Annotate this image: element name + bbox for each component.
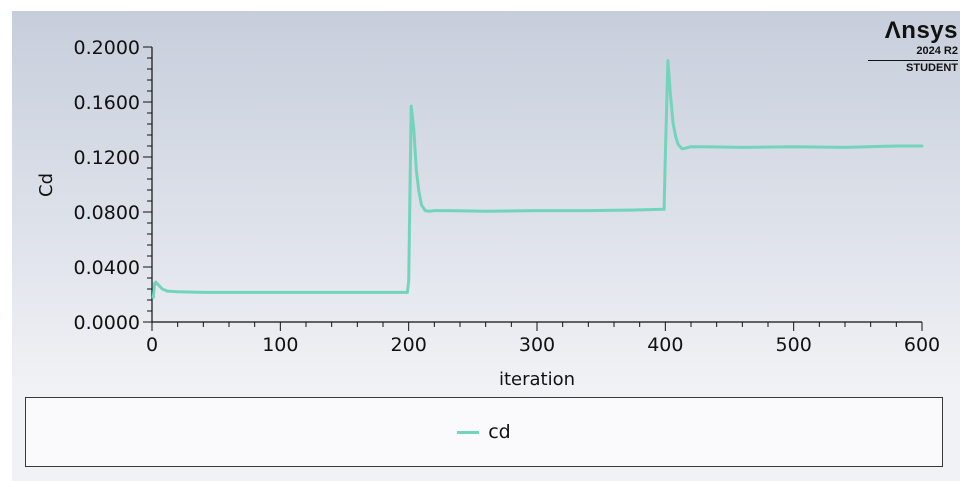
x-tick-label: 300: [519, 334, 555, 356]
logo-edition: STUDENT: [906, 62, 958, 74]
y-tick-label: 0.0000: [74, 312, 140, 334]
legend-swatch: [457, 430, 480, 434]
x-tick-label: 100: [262, 334, 298, 356]
x-tick-label: 400: [647, 334, 683, 356]
x-tick-label: 500: [776, 334, 812, 356]
legend-label: cd: [488, 421, 511, 443]
y-tick-label: 0.1200: [74, 147, 140, 169]
y-tick-label: 0.2000: [74, 37, 140, 59]
x-tick-label: 0: [146, 334, 158, 356]
y-axis-title: Cd: [36, 173, 57, 197]
axes: 0.0000 0.0400 0.0800 0.1200 0.1600 0.2000 0 100…: [74, 37, 941, 356]
y-tick-label: 0.0400: [74, 257, 140, 279]
y-tick-label: 0.0800: [74, 202, 140, 224]
series-line-cd: [151, 59, 924, 299]
x-tick-label: 200: [391, 334, 427, 356]
x-tick-label: 600: [904, 334, 940, 356]
y-tick-label: 0.1600: [74, 92, 140, 114]
ansys-logo: Λnsys 2024 R2 STUDENT: [868, 18, 958, 88]
plot-area: [12, 11, 960, 391]
x-axis-title: iteration: [499, 369, 575, 390]
series-marks: [151, 59, 924, 299]
legend-box: cd: [25, 397, 943, 467]
logo-name: Λnsys: [884, 17, 958, 44]
logo-version: 2024 R2: [868, 44, 958, 61]
